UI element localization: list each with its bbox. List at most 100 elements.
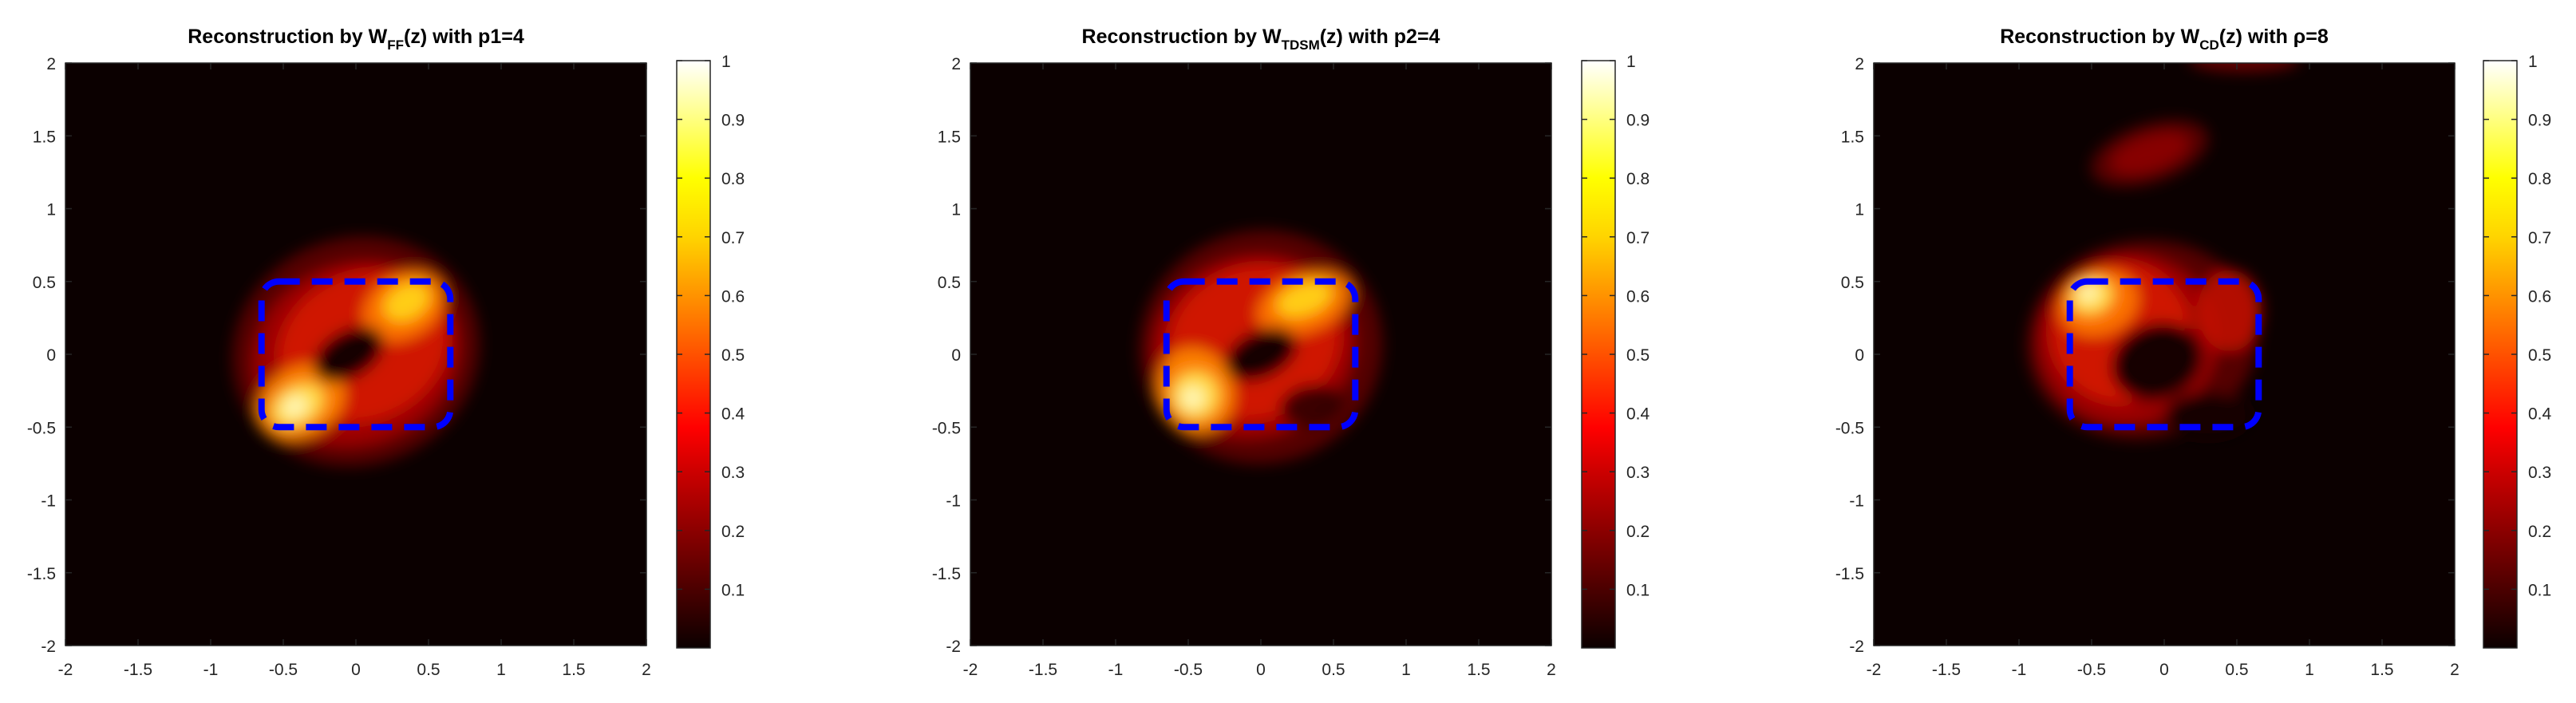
chart-title-prefix: Reconstruction by W xyxy=(2000,26,2199,48)
y-tick-label: 1 xyxy=(951,201,961,219)
y-tick-label: -2 xyxy=(946,638,961,656)
colorbar-tick-label: 1 xyxy=(1626,53,1636,71)
colorbar-tick-label: 0.1 xyxy=(2528,581,2551,599)
colorbar-tick-label: 0.1 xyxy=(721,581,745,599)
heatmap-blob xyxy=(1225,327,1297,381)
x-tick-label: 2 xyxy=(1547,661,1556,679)
chart-title: Reconstruction by WTDSM(z) with p2=4 xyxy=(1082,26,1440,53)
y-tick-label: 0 xyxy=(46,346,56,365)
colorbar-tick-label: 0.3 xyxy=(2528,464,2551,482)
heatmap-blob xyxy=(1180,386,1205,410)
y-tick-label: -0.5 xyxy=(1835,419,1864,437)
chart-title-prefix: Reconstruction by W xyxy=(1082,26,1282,48)
colorbar-tick-label: 0.6 xyxy=(721,287,745,306)
colorbar-tick-label: 1 xyxy=(721,53,731,71)
heatmap-field xyxy=(232,236,480,467)
x-tick-label: -0.5 xyxy=(1174,661,1203,679)
y-tick-label: -0.5 xyxy=(932,419,961,437)
heatmap-blob xyxy=(2197,270,2262,352)
colorbar-tick-label: 0.2 xyxy=(721,523,745,541)
y-tick-label: 0 xyxy=(951,346,961,365)
x-tick-label: -1 xyxy=(2012,661,2027,679)
colorbar-tick-label: 0.2 xyxy=(2528,523,2551,541)
chart-panel-2: -2 -1.5 -1 -0.5 0 0.5 1 1.5 2 -2 -1.5 -1 -0.5 0 0.5 1 1.… xyxy=(932,26,1650,679)
heatmap-blob xyxy=(2110,132,2189,175)
true-shape-outline xyxy=(2066,278,2262,431)
heatmap-blob xyxy=(2078,284,2099,302)
colorbar-tick-label: 0.5 xyxy=(2528,346,2551,365)
chart-title-subscript: TDSM xyxy=(1282,38,1320,53)
y-tick-label: -0.5 xyxy=(27,419,56,437)
x-tick-label: 2 xyxy=(2450,661,2459,679)
x-tick-label: -1.5 xyxy=(1029,661,1057,679)
colorbar-tick-label: 0.8 xyxy=(721,170,745,188)
x-tick-label: 1 xyxy=(496,661,506,679)
colorbar-tick-label: 0.6 xyxy=(1626,287,1650,306)
heatmap-blob xyxy=(1280,384,1344,426)
true-shape-outline xyxy=(258,278,454,431)
y-tick-label: -1 xyxy=(946,492,961,511)
colorbar-tick-label: 0.8 xyxy=(1626,170,1650,188)
heatmap-blob xyxy=(2111,322,2203,401)
heatmap-blob xyxy=(1276,281,1333,318)
x-tick-label: -0.5 xyxy=(2077,661,2106,679)
colorbar-tick-label: 0.9 xyxy=(2528,112,2551,130)
colorbar-tick-label: 0.4 xyxy=(721,405,745,424)
y-tick-label: 1 xyxy=(1855,201,1864,219)
y-tick-label: -1.5 xyxy=(1835,565,1864,583)
heatmap-field xyxy=(1139,230,1383,464)
x-tick-label: -1 xyxy=(203,661,219,679)
x-tick-label: 2 xyxy=(642,661,651,679)
colorbar-tick-label: 0.3 xyxy=(721,464,745,482)
chart-title-suffix: (z) with p1=4 xyxy=(404,26,524,48)
x-tick-label: 1.5 xyxy=(2370,661,2393,679)
colorbar-tick-label: 0.9 xyxy=(721,112,745,130)
chart-title-suffix: (z) with p2=4 xyxy=(1320,26,1440,48)
true-shape-outline xyxy=(1163,278,1359,431)
colorbar-tick-label: 0.8 xyxy=(2528,170,2551,188)
chart-title-suffix: (z) with ρ=8 xyxy=(2219,26,2329,48)
colorbar-tick-label: 0.1 xyxy=(1626,581,1650,599)
colorbar-tick-label: 0.7 xyxy=(1626,229,1650,247)
colorbar: 0.1 0.2 0.3 0.4 0.5 0.6 0.7 0.8 0.9 1 xyxy=(676,53,745,649)
chart-title: Reconstruction by WFF(z) with p1=4 xyxy=(188,26,524,53)
colorbar-tick-label: 0.5 xyxy=(721,346,745,365)
y-tick-label: -2 xyxy=(1849,638,1864,656)
colorbar-tick-label: 0.9 xyxy=(1626,112,1650,130)
y-tick-label: 1 xyxy=(46,201,56,219)
x-tick-label: 0 xyxy=(2159,661,2169,679)
chart-panel-3: -2 -1.5 -1 -0.5 0 0.5 1 1.5 2 -2 -1.5 -1 -0.5 0 0.5 1 1.… xyxy=(1835,26,2552,679)
heatmap-blob xyxy=(383,282,430,322)
y-tick-label: 2 xyxy=(951,55,961,73)
colorbar: 0.1 0.2 0.3 0.4 0.5 0.6 0.7 0.8 0.9 1 xyxy=(1581,53,1650,649)
x-tick-label: -2 xyxy=(58,661,73,679)
x-tick-label: 1.5 xyxy=(562,661,585,679)
x-tick-label: -1.5 xyxy=(124,661,152,679)
x-tick-label: 0.5 xyxy=(1322,661,1345,679)
colorbar-tick-label: 0.5 xyxy=(1626,346,1650,365)
colorbar-tick-label: 0.4 xyxy=(1626,405,1650,424)
x-tick-label: 0.5 xyxy=(2225,661,2248,679)
colorbar-tick-label: 0.7 xyxy=(2528,229,2551,247)
y-tick-label: 0 xyxy=(1855,346,1864,365)
x-tick-label: 1.5 xyxy=(1467,661,1490,679)
colorbar-tick-label: 1 xyxy=(2528,53,2538,71)
chart-panel-1: -2 -1.5 -1 -0.5 0 0.5 1 1.5 2 -2 -1.5 -1 -0.5 0 0.5 1 1.… xyxy=(27,26,745,679)
y-tick-label: 1.5 xyxy=(938,128,961,146)
x-tick-label: -2 xyxy=(963,661,978,679)
x-tick-label: 1 xyxy=(2305,661,2314,679)
colorbar-tick-label: 0.7 xyxy=(721,229,745,247)
x-tick-label: -0.5 xyxy=(269,661,298,679)
y-tick-label: 2 xyxy=(46,55,56,73)
heatmap-blob xyxy=(2191,63,2298,72)
heatmap-blob xyxy=(314,326,384,382)
x-tick-label: 0.5 xyxy=(417,661,440,679)
y-tick-label: 1.5 xyxy=(33,128,56,146)
x-tick-label: 0 xyxy=(351,661,361,679)
y-tick-label: -1 xyxy=(1849,492,1864,511)
colorbar-tick-label: 0.6 xyxy=(2528,287,2551,306)
chart-title-subscript: FF xyxy=(387,38,404,53)
colorbar-tick-label: 0.3 xyxy=(1626,464,1650,482)
y-tick-label: 0.5 xyxy=(938,274,961,292)
x-tick-label: 1 xyxy=(1401,661,1411,679)
